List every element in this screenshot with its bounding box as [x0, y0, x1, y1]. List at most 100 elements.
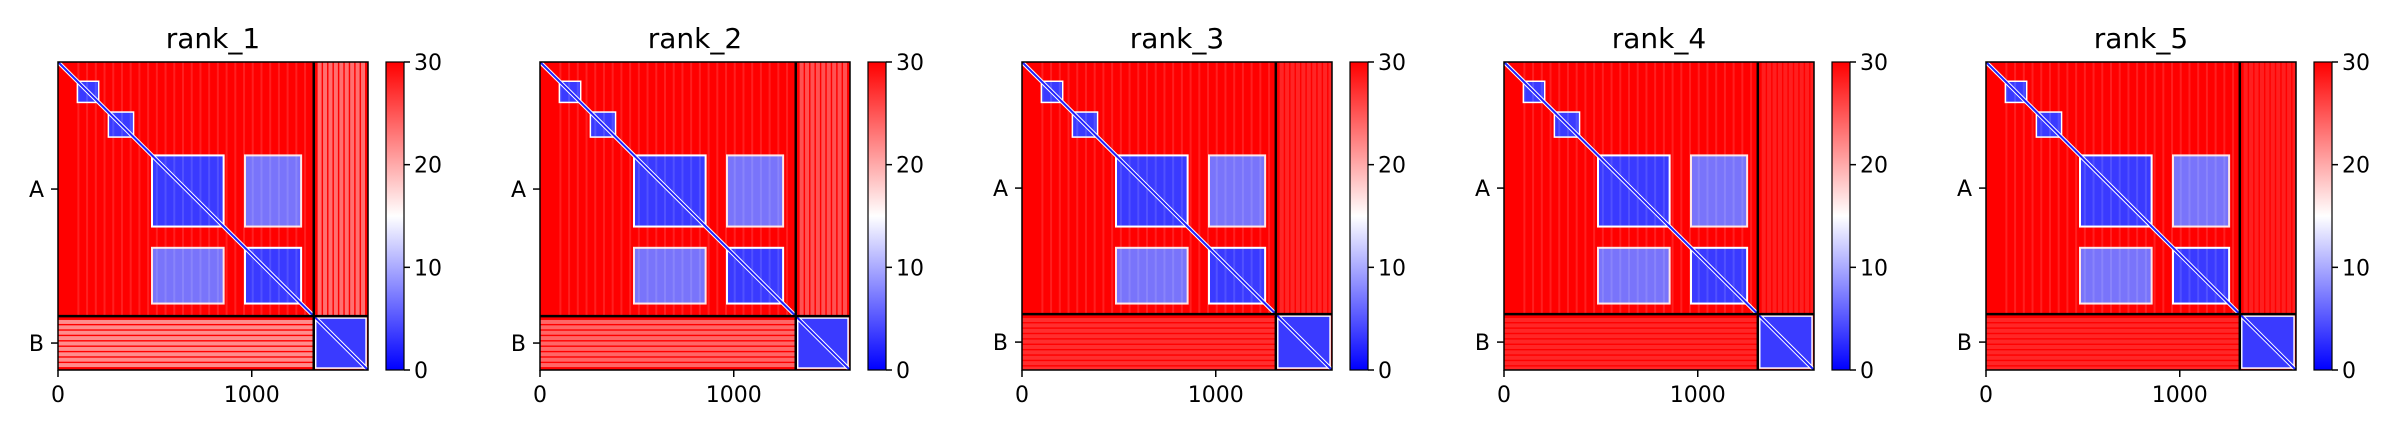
texture-streak	[216, 62, 219, 317]
texture-streak	[733, 62, 736, 317]
colorbar-tick-label: 0	[2342, 359, 2356, 384]
texture-streak	[1706, 62, 1709, 315]
texture-streak	[646, 62, 649, 317]
texture-streak	[1593, 62, 1596, 315]
interchain-streak	[1022, 355, 1276, 360]
texture-streak	[190, 62, 193, 317]
interchain-streak	[2265, 62, 2270, 315]
texture-streak	[2153, 62, 2156, 315]
texture-streak	[1540, 62, 1543, 315]
texture-streak	[243, 62, 246, 317]
interchain-streak	[540, 363, 796, 368]
panel-title: rank_5	[2094, 22, 2188, 55]
colorbar-tick-label: 10	[1378, 256, 1406, 281]
interchain-streak	[1986, 328, 2240, 333]
texture-streak	[199, 62, 202, 317]
texture-streak	[1689, 62, 1692, 315]
colorbar-tick-label: 20	[896, 154, 924, 179]
interchain-streak	[540, 336, 796, 341]
y-tick-label: B	[511, 332, 526, 357]
interchain-streak	[1504, 323, 1758, 328]
interchain-streak	[1328, 62, 1332, 315]
interchain-streak	[1022, 318, 1276, 323]
interchain-streak	[58, 363, 314, 368]
texture-streak	[2188, 62, 2191, 315]
texture-streak	[86, 62, 89, 317]
texture-streak	[120, 62, 123, 317]
texture-streak	[576, 62, 579, 317]
texture-streak	[1741, 62, 1744, 315]
texture-streak	[690, 62, 693, 317]
texture-streak	[1671, 62, 1674, 315]
interchain-streak	[832, 62, 837, 317]
colorbar-tick-label: 30	[1860, 51, 1888, 76]
interchain-streak	[1788, 62, 1793, 315]
texture-streak	[2179, 62, 2182, 315]
plot-frame	[1021, 61, 1333, 371]
diagonal	[1504, 62, 1814, 370]
texture-streak	[2127, 62, 2130, 315]
texture-streak	[1215, 62, 1218, 315]
panel-rank_4: rank_4 0 1000 A B 0 10 20 30	[1475, 22, 1888, 408]
interchain-streak	[1295, 62, 1300, 315]
interchain-streak	[1767, 62, 1772, 315]
panel-rank_1: rank_1 0 1000 A B 0 10 20 30	[29, 22, 442, 408]
texture-streak	[1584, 62, 1587, 315]
texture-streak	[269, 62, 272, 317]
interchain-streak	[1022, 344, 1276, 349]
texture-streak	[2136, 62, 2139, 315]
interchain-streak	[1986, 318, 2240, 323]
texture-streak	[620, 62, 623, 317]
panel-title: rank_3	[1130, 22, 1224, 55]
y-tick-label: B	[993, 331, 1008, 356]
pae-matrix	[58, 62, 368, 370]
colorbar	[1831, 61, 1851, 371]
interchain-streak	[1504, 355, 1758, 360]
interchain-streak	[1794, 62, 1799, 315]
texture-streak	[1128, 62, 1131, 315]
domain-block	[1692, 156, 1747, 226]
interchain-streak	[540, 346, 796, 351]
texture-streak	[1189, 62, 1192, 315]
plot-frame	[57, 61, 369, 371]
domain-block	[1599, 248, 1669, 303]
interchain-streak	[1810, 62, 1814, 315]
texture-streak	[759, 62, 762, 317]
domain-block	[2174, 156, 2229, 226]
texture-streak	[2057, 62, 2060, 315]
panel-rank_2: rank_2 0 1000 A B 0 10 20 30	[511, 22, 924, 408]
texture-streak	[1549, 62, 1552, 315]
interchain-streak	[540, 319, 796, 324]
interchain-streak	[1986, 355, 2240, 360]
interchain-streak	[361, 62, 366, 317]
interchain-streak	[2276, 62, 2281, 315]
colorbar	[867, 61, 887, 371]
interchain-streak	[821, 62, 826, 317]
interchain-streak	[1022, 328, 1276, 333]
pae-matrix	[540, 62, 850, 370]
y-tick-label: B	[1957, 331, 1972, 356]
interchain-streak	[1504, 318, 1758, 323]
texture-streak	[1610, 62, 1613, 315]
interchain-streak	[1986, 350, 2240, 355]
y-tick-label: A	[1957, 177, 1972, 202]
interchain-streak	[2243, 62, 2248, 315]
texture-streak	[1732, 62, 1735, 315]
interchain-streak	[1290, 62, 1295, 315]
interchain-streak	[540, 357, 796, 362]
texture-streak	[1241, 62, 1244, 315]
interchain-streak	[1761, 62, 1766, 315]
texture-streak	[1619, 62, 1622, 315]
interchain-streak	[1504, 339, 1758, 344]
interchain-streak	[317, 62, 322, 317]
colorbar-tick-label: 30	[896, 51, 924, 76]
texture-streak	[629, 62, 632, 317]
domain-block	[728, 156, 783, 226]
interchain-streak	[1022, 323, 1276, 328]
texture-streak	[1601, 62, 1604, 315]
colorbar-tick-label: 0	[414, 359, 428, 384]
interchain-streak	[1777, 62, 1782, 315]
texture-streak	[2005, 62, 2008, 315]
x-tick-label: 0	[1497, 383, 1511, 408]
